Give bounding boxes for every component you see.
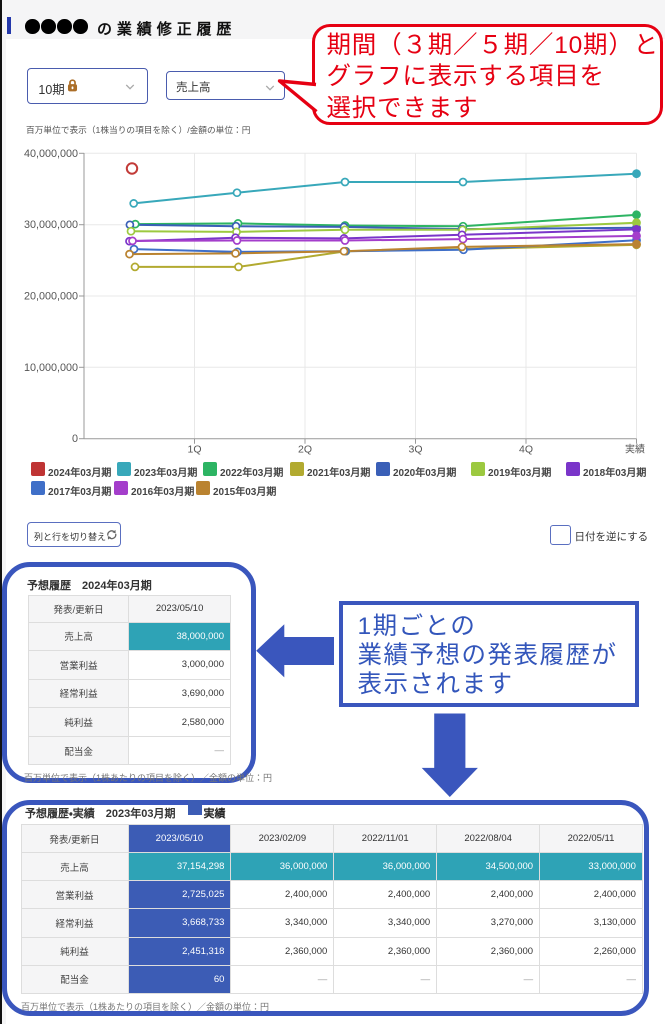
svg-text:1Q: 1Q	[187, 444, 201, 456]
svg-text:3Q: 3Q	[408, 444, 422, 456]
svg-text:20,000,000: 20,000,000	[24, 291, 78, 303]
svg-text:実績: 実績	[625, 443, 645, 456]
svg-text:40,000,000: 40,000,000	[24, 148, 78, 160]
svg-text:30,000,000: 30,000,000	[24, 219, 78, 231]
svg-text:0: 0	[72, 433, 78, 445]
svg-text:2Q: 2Q	[298, 444, 312, 456]
svg-text:10,000,000: 10,000,000	[24, 362, 78, 374]
svg-text:4Q: 4Q	[519, 444, 533, 456]
